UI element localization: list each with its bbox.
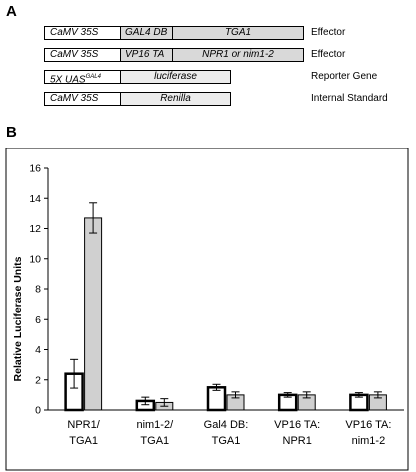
construct-reporter: 5X UASGAL4 luciferase (44, 70, 231, 84)
panel-b-letter: B (6, 124, 17, 141)
promoter-segment: CaMV 35S (44, 26, 121, 40)
x-tick-label: TGA1 (140, 435, 169, 447)
tga1-segment: TGA1 (173, 26, 304, 40)
renilla-segment: Renilla (121, 92, 231, 106)
promoter-segment: CaMV 35S (44, 48, 121, 62)
x-tick-label: NPR1/ (67, 419, 100, 431)
x-tick-label: TGA1 (212, 435, 241, 447)
bar-series2 (84, 217, 103, 411)
y-tick-label: 0 (35, 405, 41, 417)
panel-a-letter: A (6, 3, 17, 20)
x-tick-label: TGA1 (69, 435, 98, 447)
construct-gal4-tga1: CaMV 35S GAL4 DB TGA1 (44, 26, 304, 40)
y-tick-label: 10 (29, 253, 41, 265)
construct-label: Internal Standard (311, 93, 388, 104)
vp16-ta-segment: VP16 TA (121, 48, 173, 62)
y-tick-label: 6 (35, 314, 41, 326)
y-tick-label: 16 (29, 163, 41, 175)
x-tick-label: VP16 TA: (274, 419, 320, 431)
gal4-db-segment: GAL4 DB (121, 26, 173, 40)
x-tick-label: NPR1 (283, 435, 312, 447)
promoter-segment: CaMV 35S (44, 92, 121, 106)
bar-chart: Relative Luciferase Units 0 2 4 6 8 10 12 14 16 N… (5, 148, 409, 471)
npr1-segment: NPR1 or nim1-2 (173, 48, 304, 62)
construct-label: Effector (311, 49, 346, 60)
y-tick-label: 2 (35, 374, 41, 386)
construct-renilla: CaMV 35S Renilla (44, 92, 231, 106)
chart-border (5, 148, 409, 471)
y-axis-label: Relative Luciferase Units (12, 256, 24, 381)
x-tick-label: nim1-2/ (136, 419, 174, 431)
uas-segment: 5X UASGAL4 (44, 70, 121, 84)
y-tick-label: 12 (29, 223, 41, 235)
construct-vp16-npr1: CaMV 35S VP16 TA NPR1 or nim1-2 (44, 48, 304, 62)
y-tick-label: 14 (29, 193, 41, 205)
y-tick-label: 8 (35, 284, 41, 296)
x-tick-label: nim1-2 (352, 435, 386, 447)
x-tick-label: VP16 TA: (345, 419, 391, 431)
x-tick-label: Gal4 DB: (204, 419, 249, 431)
construct-label: Effector (311, 27, 346, 38)
y-tick-label: 4 (35, 344, 41, 356)
luciferase-segment: luciferase (121, 70, 231, 84)
construct-label: Reporter Gene (311, 71, 378, 82)
